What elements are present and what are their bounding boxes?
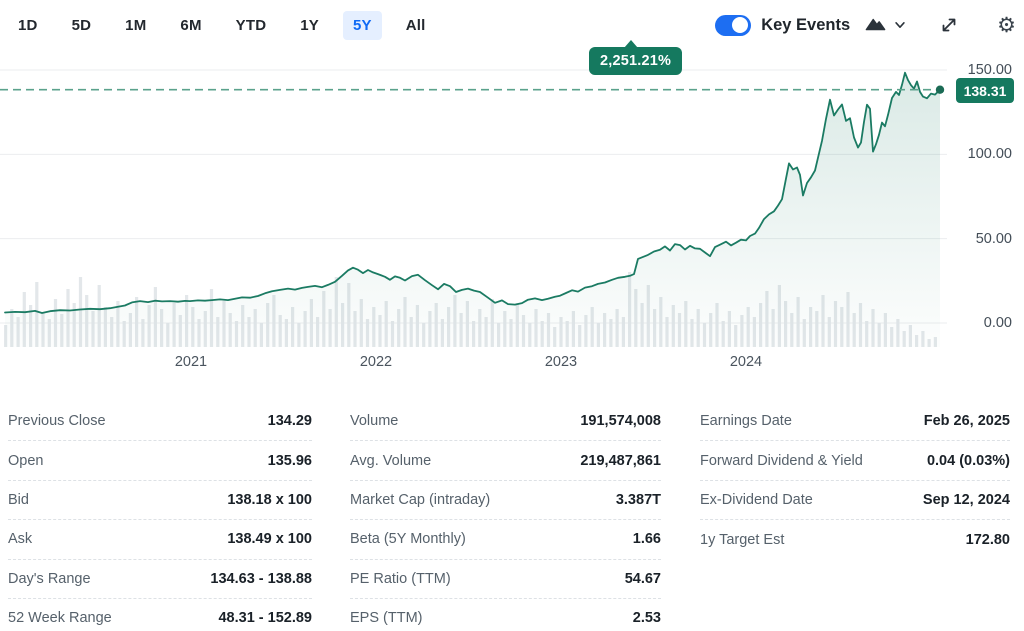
stat-row: Volume 191,574,008 (350, 402, 661, 442)
stat-label: Earnings Date (700, 413, 792, 430)
stat-label: Volume (350, 413, 399, 430)
range-button-5d[interactable]: 5D (71, 16, 92, 34)
current-price-dot (935, 85, 945, 94)
key-events-label: Key Events (761, 15, 851, 34)
gear-icon: ⚙ (997, 13, 1016, 37)
stat-row: 1y Target Est 172.80 (700, 520, 1010, 559)
settings-button[interactable]: ⚙ (997, 15, 1016, 36)
stat-row: 52 Week Range 48.31 - 152.89 (8, 599, 312, 631)
stat-value: 3.387T (615, 491, 661, 508)
stat-label: Forward Dividend & Yield (700, 452, 863, 469)
stat-value: 2.53 (632, 610, 661, 627)
x-axis-tick: 2023 (544, 354, 578, 370)
stat-value: 219,487,861 (580, 452, 661, 469)
stat-row: Open 135.96 (8, 441, 312, 481)
range-button-6m[interactable]: 6M (180, 16, 202, 34)
stat-row: Previous Close 134.29 (8, 402, 312, 442)
stat-value: Sep 12, 2024 (922, 491, 1010, 508)
range-button-5y[interactable]: 5Y (343, 10, 382, 40)
stat-value: 172.80 (965, 531, 1010, 548)
y-axis-tick: 150.00 (967, 62, 1012, 78)
time-range-selector: 1D 5D 1M 6M YTD 1Y 5Y All (8, 10, 436, 40)
stat-value: 1.66 (632, 531, 661, 548)
stat-label: Ask (8, 531, 33, 548)
stat-row: Avg. Volume 219,487,861 (350, 441, 661, 481)
stat-label: Avg. Volume (350, 452, 432, 469)
expand-icon (942, 18, 956, 32)
x-axis-tick: 2022 (359, 354, 393, 370)
stat-row: Forward Dividend & Yield 0.04 (0.03%) (700, 441, 1010, 481)
stat-label: 1y Target Est (700, 531, 785, 548)
y-axis-tick: 50.00 (975, 230, 1012, 247)
stat-value: 54.67 (624, 570, 661, 587)
chart-toolbar: 1D 5D 1M 6M YTD 1Y 5Y All Key Events (8, 8, 1016, 42)
chart-type-mountain-icon (865, 18, 886, 31)
stat-row: EPS (TTM) 2.53 (350, 599, 661, 631)
stat-row: Ex-Dividend Date Sep 12, 2024 (700, 481, 1010, 521)
stat-value: 134.63 - 138.88 (210, 570, 312, 587)
range-button-all[interactable]: All (405, 16, 426, 34)
chart-controls: Key Events ⚙ (715, 14, 1016, 36)
stat-label: Bid (8, 491, 29, 508)
range-button-1d[interactable]: 1D (18, 16, 38, 34)
price-area-fill (5, 72, 940, 347)
range-button-1y[interactable]: 1Y (300, 16, 320, 34)
chart-type-selector[interactable] (864, 14, 907, 36)
stat-value: 138.49 x 100 (227, 531, 312, 548)
y-axis-tick: 0.00 (983, 315, 1012, 331)
stat-label: Day's Range (8, 570, 91, 587)
price-chart-svg[interactable] (0, 45, 1024, 355)
stat-value: 138.18 x 100 (227, 491, 312, 508)
stat-value: Feb 26, 2025 (923, 413, 1010, 430)
stat-label: Previous Close (8, 413, 106, 430)
stat-value: 48.31 - 152.89 (218, 610, 312, 627)
stat-row: PE Ratio (TTM) 54.67 (350, 560, 661, 599)
toggle-knob (732, 17, 749, 33)
key-events-toggle[interactable] (715, 14, 752, 36)
stat-row: Beta (5Y Monthly) 1.66 (350, 520, 661, 560)
x-axis-tick: 2024 (729, 354, 763, 370)
current-price-badge: 138.31 (956, 78, 1014, 103)
price-chart[interactable] (0, 45, 1024, 355)
stat-row: Ask 138.49 x 100 (8, 520, 312, 560)
range-button-1m[interactable]: 1M (125, 16, 147, 34)
stat-label: 52 Week Range (8, 610, 112, 627)
stats-column-3: Earnings Date Feb 26, 2025 Forward Dividen… (700, 402, 1010, 560)
fullscreen-button[interactable] (939, 15, 959, 35)
stats-column-2: Volume 191,574,008 Avg. Volume 219,487,861 M… (350, 402, 661, 631)
chevron-down-icon (895, 22, 905, 28)
stat-value: 135.96 (267, 452, 312, 469)
range-button-ytd[interactable]: YTD (235, 16, 267, 34)
stat-row: Earnings Date Feb 26, 2025 (700, 402, 1010, 442)
stat-value: 191,574,008 (580, 413, 661, 430)
stat-row: Day's Range 134.63 - 138.88 (8, 560, 312, 599)
stats-column-1: Previous Close 134.29 Open 135.96 Bid 138.18 … (8, 402, 312, 631)
stat-label: Open (8, 452, 44, 469)
price-line (4, 71, 941, 314)
stat-value: 0.04 (0.03%) (926, 452, 1010, 469)
stat-row: Market Cap (intraday) 3.387T (350, 481, 661, 521)
x-axis-tick: 2021 (174, 354, 208, 370)
stat-label: Beta (5Y Monthly) (350, 531, 466, 548)
stat-label: Ex-Dividend Date (700, 491, 813, 508)
stat-row: Bid 138.18 x 100 (8, 481, 312, 521)
stat-label: Market Cap (intraday) (350, 491, 491, 508)
stat-label: PE Ratio (TTM) (350, 570, 451, 587)
y-axis-tick: 100.00 (967, 146, 1012, 163)
stat-label: EPS (TTM) (350, 610, 423, 627)
stat-value: 134.29 (267, 413, 312, 430)
percent-change-badge: 2,251.21% (589, 40, 683, 75)
